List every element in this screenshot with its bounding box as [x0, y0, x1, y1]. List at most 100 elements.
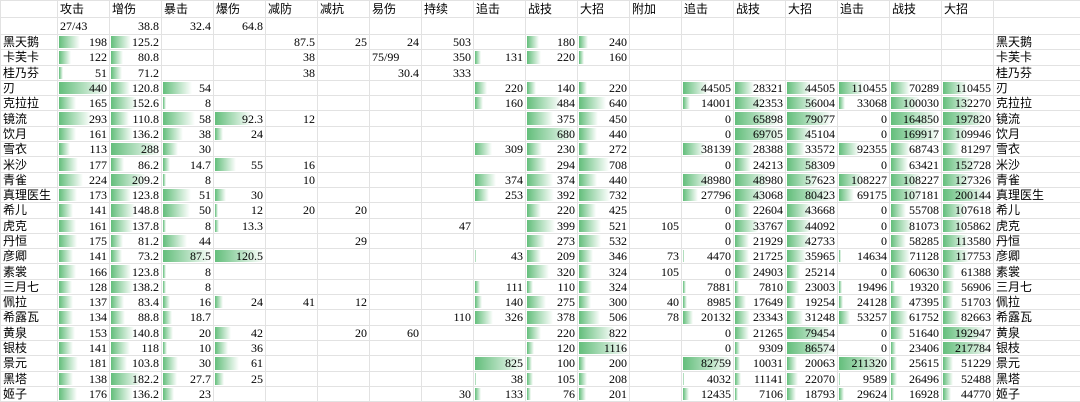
data-bar [579, 296, 591, 309]
data-row: 刃 440 120.8 54 220 140 220 44505 28321 44505 11045… [0, 79, 1080, 97]
data-bar [579, 143, 590, 156]
cell-text: 30 [251, 188, 263, 203]
cell-text: 0 [881, 218, 887, 233]
data-bar [891, 311, 908, 324]
cell: 9309 [733, 339, 786, 357]
cell: 440 [577, 171, 630, 188]
cell-text: 200144 [955, 188, 991, 203]
data-bar [59, 66, 63, 79]
cell [629, 278, 682, 296]
cell [421, 171, 474, 188]
data-bar [943, 143, 961, 156]
cell-text: 易伤 [372, 2, 397, 16]
cell-text: 51 [95, 65, 107, 80]
cell-text: 484 [557, 96, 575, 111]
cell: 1116 [577, 339, 630, 357]
cell: 110455 [941, 79, 994, 97]
cell [473, 202, 526, 219]
cell-text: 138.2 [132, 279, 159, 294]
cell: 50 [161, 202, 214, 219]
cell: 378 [525, 309, 578, 326]
cell-text: 350 [453, 50, 471, 65]
data-bar [735, 97, 764, 110]
cell-text: 希露瓦 [3, 310, 40, 325]
cell-text: 309 [505, 142, 523, 157]
cell: 55 [213, 156, 266, 173]
cell [161, 64, 214, 81]
cell [421, 202, 474, 219]
cell-text: 10 [303, 172, 315, 187]
cell-text: 9309 [759, 341, 783, 356]
data-row: 青雀 224 209.2 8 10 374 374 440 48980 48980 57623 108… [0, 171, 1080, 188]
cell: 10 [265, 171, 318, 188]
cell-text: 24128 [857, 295, 887, 310]
cell-text: 181 [89, 356, 107, 371]
cell: 70289 [889, 79, 942, 97]
cell: 47 [421, 217, 474, 234]
cell-text: 140 [505, 295, 523, 310]
cell-text: 50 [199, 203, 211, 218]
cell [421, 294, 474, 311]
cell [369, 278, 422, 296]
cell: 64.8 [213, 17, 266, 35]
cell [265, 217, 318, 234]
data-bar [891, 326, 905, 339]
cell-text: 黄泉 [3, 325, 28, 340]
cell-text: 44 [199, 234, 211, 248]
cell: 137.8 [109, 217, 162, 234]
cell [629, 324, 682, 341]
cell-text: 12 [303, 111, 315, 126]
data-bar [163, 188, 191, 202]
cell: 0 [681, 339, 734, 357]
cell-text: 素裳 [3, 264, 28, 279]
cell [265, 278, 318, 296]
cell-text: 180 [557, 35, 575, 50]
data-bar [735, 387, 739, 401]
cell: 117753 [941, 248, 994, 265]
cell [629, 64, 682, 81]
cell-text: 真理医生 [996, 188, 1045, 203]
cell-text: 刃 [996, 81, 1009, 96]
cell: 224 [57, 171, 110, 188]
data-bar [163, 372, 178, 385]
cell-text: 680 [557, 126, 575, 141]
cell: 景元 [0, 355, 58, 372]
cell: 雪衣 [993, 141, 1080, 158]
cell: 275 [525, 294, 578, 311]
cell: 200144 [941, 186, 994, 204]
cell-text: 240 [609, 35, 627, 50]
data-bar [59, 341, 74, 355]
data-bar [839, 296, 843, 309]
cell: 123.8 [109, 263, 162, 280]
cell: 克拉拉 [0, 95, 58, 112]
cell-text: 128 [89, 279, 107, 294]
cell: 51 [161, 186, 214, 204]
data-bar [59, 280, 72, 294]
cell: 36 [213, 339, 266, 357]
cell-text: 70289 [909, 81, 939, 96]
data-bar [683, 250, 684, 263]
cell [473, 263, 526, 280]
cell: 姬子 [993, 385, 1080, 402]
data-bar [215, 341, 229, 355]
cell-text: 152.6 [132, 96, 159, 111]
cell: 79454 [785, 324, 838, 341]
cell-text: 43068 [753, 188, 783, 203]
data-bar [111, 127, 134, 141]
cell: 18793 [785, 385, 838, 402]
cell [629, 171, 682, 188]
cell-text: 8 [205, 172, 211, 187]
cell-text: 125.2 [132, 35, 159, 50]
cell [473, 64, 526, 81]
cell: 18.7 [161, 309, 214, 326]
cell-text: 200 [609, 356, 627, 371]
cell: 42353 [733, 95, 786, 112]
cell: 110455 [837, 79, 890, 97]
cell: 60630 [889, 263, 942, 280]
cell [213, 263, 266, 280]
cell [629, 125, 682, 143]
cell [473, 217, 526, 234]
cell: 姬子 [0, 385, 58, 402]
cell: 19254 [785, 294, 838, 311]
cell-text: 825 [505, 356, 523, 371]
